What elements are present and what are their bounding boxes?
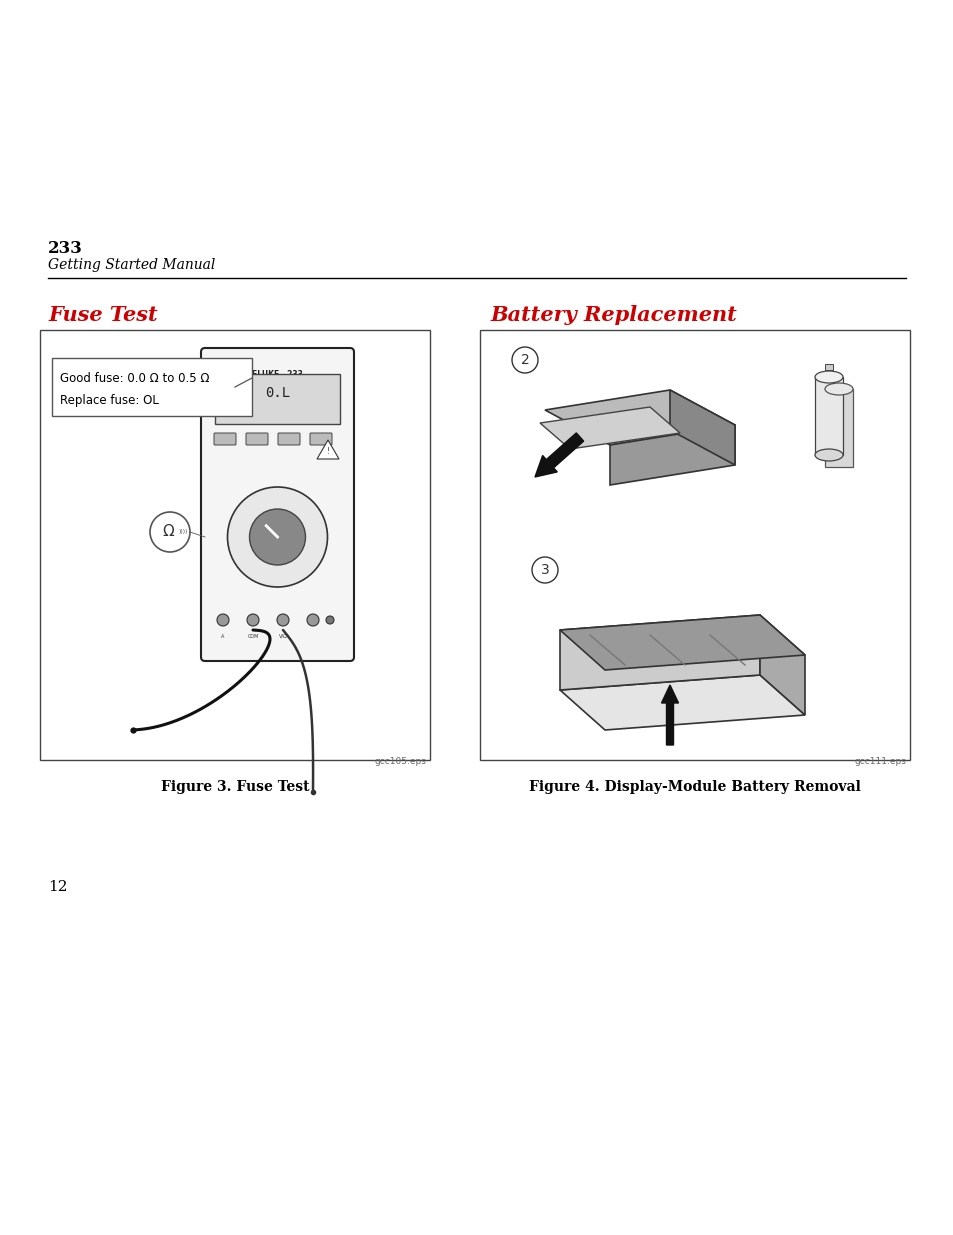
Polygon shape (669, 390, 734, 466)
Text: V/Ω: V/Ω (278, 634, 287, 638)
Polygon shape (316, 440, 338, 459)
Text: Fuse Test: Fuse Test (48, 305, 157, 325)
Text: Ω: Ω (162, 524, 173, 538)
Text: COM: COM (247, 634, 258, 638)
Text: 2: 2 (520, 353, 529, 367)
Text: 0.L: 0.L (265, 387, 290, 400)
Text: Good fuse: 0.0 Ω to 0.5 Ω: Good fuse: 0.0 Ω to 0.5 Ω (60, 372, 210, 385)
Ellipse shape (824, 383, 852, 395)
Polygon shape (559, 615, 804, 671)
FancyBboxPatch shape (246, 433, 268, 445)
Circle shape (150, 513, 190, 552)
Polygon shape (609, 425, 734, 485)
Polygon shape (760, 615, 804, 715)
Text: Figure 3. Fuse Test: Figure 3. Fuse Test (161, 781, 309, 794)
FancyBboxPatch shape (213, 433, 235, 445)
Bar (52, 358, 252, 416)
Polygon shape (559, 676, 804, 730)
Circle shape (227, 487, 327, 587)
Polygon shape (559, 615, 760, 690)
Text: 12: 12 (48, 881, 68, 894)
Circle shape (250, 509, 305, 564)
Circle shape (326, 616, 334, 624)
Text: Battery Replacement: Battery Replacement (490, 305, 736, 325)
Text: 233: 233 (48, 240, 83, 257)
Polygon shape (539, 408, 679, 450)
FancyBboxPatch shape (201, 348, 354, 661)
Text: FLUKE   233: FLUKE 233 (252, 370, 303, 379)
Bar (40, 330, 430, 760)
Bar (824, 364, 832, 370)
FancyArrow shape (535, 433, 583, 477)
FancyArrow shape (660, 685, 678, 745)
Bar (479, 330, 909, 760)
FancyBboxPatch shape (310, 433, 332, 445)
Polygon shape (544, 390, 734, 445)
Text: gcc111.eps: gcc111.eps (853, 757, 905, 766)
Circle shape (512, 347, 537, 373)
Circle shape (532, 557, 558, 583)
FancyBboxPatch shape (277, 433, 299, 445)
Circle shape (276, 614, 289, 626)
Circle shape (247, 614, 258, 626)
Text: A: A (221, 634, 225, 638)
Circle shape (216, 614, 229, 626)
Text: gcc105.eps: gcc105.eps (374, 757, 426, 766)
Text: Figure 4. Display-Module Battery Removal: Figure 4. Display-Module Battery Removal (529, 781, 860, 794)
Bar (814, 377, 842, 454)
Bar (824, 389, 852, 467)
Ellipse shape (814, 450, 842, 461)
Text: 3: 3 (540, 563, 549, 577)
Text: !: ! (326, 447, 329, 456)
Ellipse shape (814, 370, 842, 383)
Text: Replace fuse: OL: Replace fuse: OL (60, 394, 159, 408)
Circle shape (307, 614, 318, 626)
Bar (214, 374, 339, 424)
Text: Getting Started Manual: Getting Started Manual (48, 258, 215, 272)
Text: )))): )))) (179, 529, 189, 534)
